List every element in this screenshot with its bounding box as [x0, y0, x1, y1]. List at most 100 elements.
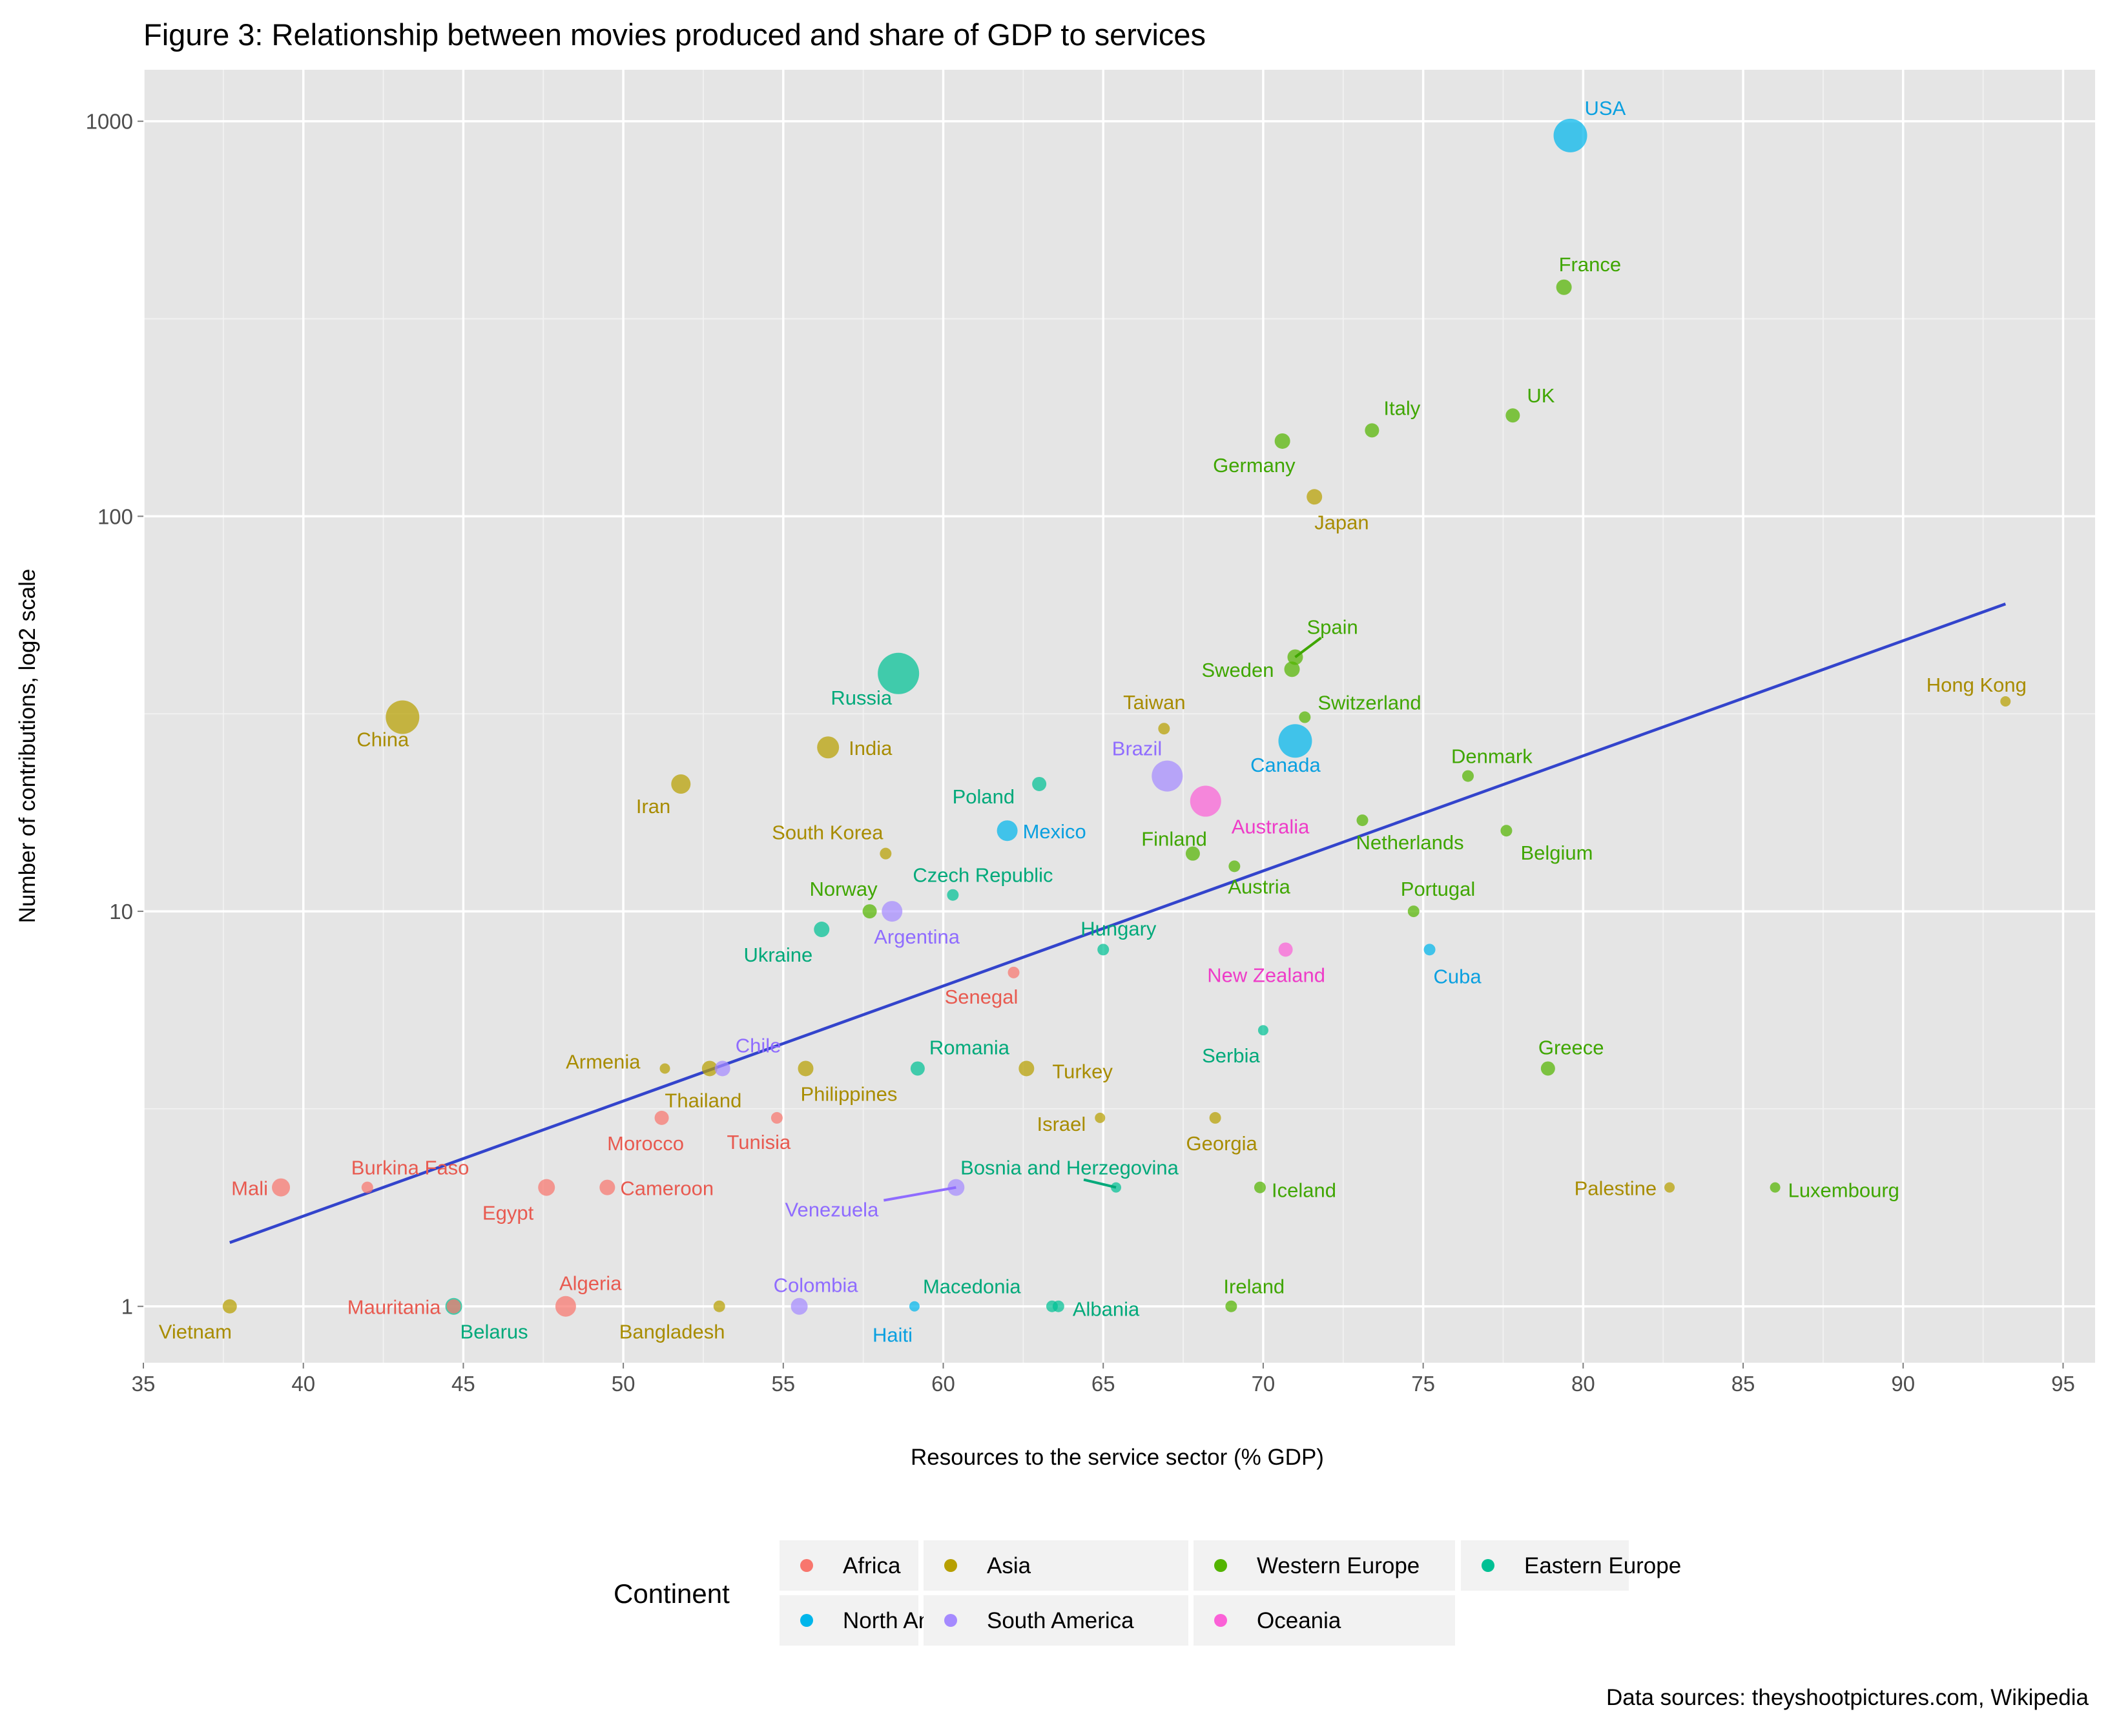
label-belarus: Belarus — [460, 1321, 528, 1343]
legend-entry-asia: Asia — [924, 1540, 1188, 1591]
point-greece — [1540, 1061, 1555, 1076]
trend-line-group — [229, 602, 2007, 1245]
label-spain: Spain — [1307, 615, 1358, 638]
label-netherlands: Netherlands — [1356, 831, 1464, 854]
label-uk: UK — [1527, 384, 1555, 407]
label-vietnam: Vietnam — [159, 1321, 232, 1343]
label-tunisia: Tunisia — [727, 1131, 792, 1153]
label-georgia: Georgia — [1186, 1132, 1257, 1155]
label-thailand: Thailand — [665, 1089, 741, 1111]
legend-key-bg — [1194, 1540, 1455, 1591]
label-armenia: Armenia — [566, 1050, 641, 1073]
label-mauritania: Mauritania — [347, 1296, 441, 1319]
point-egypt — [538, 1179, 555, 1196]
legend-label: Africa — [843, 1553, 901, 1578]
point-ukraine — [814, 922, 830, 938]
x-tick-label: 90 — [1891, 1372, 1915, 1396]
legend: Continent Africa Asia Western Europe Eastern… — [614, 1540, 1681, 1646]
label-israel: Israel — [1037, 1113, 1086, 1135]
point-armenia — [659, 1063, 670, 1074]
label-leader — [883, 1186, 956, 1202]
label-serbia: Serbia — [1202, 1044, 1260, 1067]
label-canada: Canada — [1250, 754, 1321, 776]
y-tick-label: 10 — [109, 900, 133, 924]
trend-line — [229, 602, 2007, 1245]
point-argentina — [882, 901, 903, 922]
label-hong-kong: Hong Kong — [1927, 674, 2027, 696]
legend-key-bg — [1194, 1595, 1455, 1646]
label-bosnia-and-herzegovina: Bosnia and Herzegovina — [960, 1157, 1179, 1179]
point-iran — [671, 774, 691, 794]
label-ukraine: Ukraine — [743, 944, 812, 966]
y-axis: 1 10 100 1000 — [86, 110, 143, 1319]
label-argentina: Argentina — [874, 925, 960, 948]
legend-title: Continent — [614, 1578, 730, 1609]
label-new-zealand: New Zealand — [1207, 964, 1325, 986]
point-burkina-faso — [361, 1181, 373, 1194]
point-australia — [1190, 785, 1221, 817]
point-russia — [878, 652, 920, 694]
label-norway: Norway — [809, 878, 878, 900]
point-luxembourg — [1770, 1182, 1781, 1193]
point-cameroon — [599, 1179, 615, 1195]
grid-major — [142, 70, 2095, 1363]
legend-entry-africa: Africa — [780, 1540, 918, 1591]
label-colombia: Colombia — [774, 1274, 859, 1297]
point-colombia — [790, 1297, 808, 1315]
legend-entry-south-america: South America — [924, 1595, 1188, 1646]
point-romania — [910, 1061, 925, 1076]
point-albania — [1052, 1300, 1064, 1312]
point-netherlands — [1356, 814, 1369, 827]
x-tick-label: 65 — [1091, 1372, 1115, 1396]
data-points — [222, 118, 2011, 1317]
y-axis-title: Number of contributions, log2 scale — [15, 569, 40, 924]
label-iran: Iran — [636, 795, 670, 818]
label-morocco: Morocco — [607, 1132, 684, 1155]
point-mauritania — [446, 1299, 461, 1314]
source-note: Data sources: theyshootpictures.com, Wik… — [1606, 1685, 2089, 1710]
label-egypt: Egypt — [482, 1202, 534, 1224]
point-czech-republic — [947, 889, 959, 901]
point-uk — [1505, 408, 1520, 423]
label-russia: Russia — [831, 687, 893, 709]
label-australia: Australia — [1232, 816, 1310, 838]
label-taiwan: Taiwan — [1123, 691, 1186, 714]
point-thailand — [701, 1060, 718, 1077]
label-haiti: Haiti — [873, 1324, 913, 1347]
data-labels: USA France UK Italy Germany Japan Spain Sweden R… — [159, 97, 2027, 1347]
label-turkey: Turkey — [1052, 1060, 1113, 1082]
point-belgium — [1500, 825, 1513, 837]
label-senegal: Senegal — [945, 986, 1018, 1008]
point-cuba — [1423, 944, 1436, 956]
legend-entry-oceania: Oceania — [1194, 1595, 1455, 1646]
label-china: China — [356, 728, 409, 751]
label-macedonia: Macedonia — [923, 1276, 1021, 1298]
point-turkey — [1018, 1060, 1035, 1077]
point-finland — [1185, 846, 1200, 861]
point-india — [817, 736, 840, 759]
label-chile: Chile — [736, 1034, 781, 1057]
label-germany: Germany — [1213, 454, 1296, 477]
legend-label: South America — [987, 1608, 1134, 1633]
y-tick-label: 100 — [98, 504, 133, 528]
point-france — [1556, 279, 1572, 295]
x-tick-label: 45 — [451, 1372, 475, 1396]
label-cameroon: Cameroon — [620, 1177, 714, 1200]
label-albania: Albania — [1073, 1298, 1140, 1321]
label-brazil: Brazil — [1112, 738, 1162, 760]
legend-label: Eastern Europe — [1524, 1553, 1681, 1578]
label-leader — [1294, 636, 1322, 659]
label-iceland: Iceland — [1272, 1179, 1336, 1202]
label-sweden: Sweden — [1201, 659, 1274, 681]
legend-key-bg — [924, 1540, 1188, 1591]
plot-background — [143, 70, 2095, 1363]
legend-key-bg — [924, 1595, 1188, 1646]
label-hungary: Hungary — [1080, 917, 1157, 940]
point-italy — [1365, 423, 1380, 438]
point-hong-kong — [2000, 696, 2011, 707]
point-china — [386, 700, 420, 734]
label-japan: Japan — [1314, 511, 1369, 533]
point-poland — [1032, 776, 1047, 791]
point-denmark — [1462, 770, 1474, 782]
